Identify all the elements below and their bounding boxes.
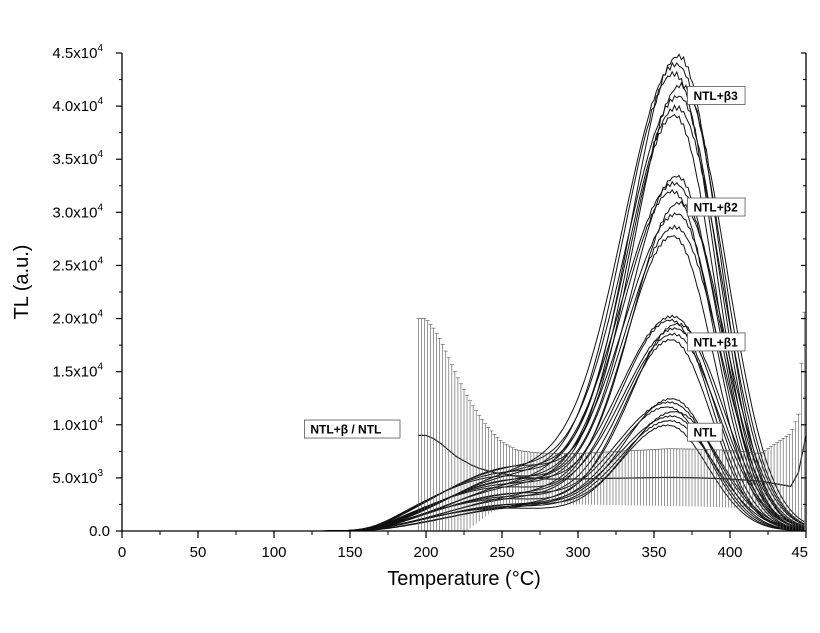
annotation-label: NTL+β1 [693, 335, 738, 349]
y-tick-label: 3.5x104 [52, 149, 103, 168]
y-tick-label: 0.0 [89, 523, 110, 540]
annotation-box [687, 422, 723, 442]
x-tick-label: 300 [565, 544, 590, 561]
axes: 0 50 100 150 200 250 300 350 400 45 0.0 5.0x103 1.0x… [52, 43, 808, 561]
x-tick-label: 0 [118, 544, 126, 561]
annotation-label: NTL+β3 [693, 89, 738, 103]
y-tick-label: 1.0x104 [52, 415, 103, 434]
y-tick-label: 5.0x103 [52, 468, 103, 487]
glow-curve-ntl2-3 [289, 200, 805, 532]
x-tick-label: 150 [337, 544, 362, 561]
x-tick-label: 350 [641, 544, 666, 561]
glow-curves [289, 53, 807, 532]
x-tick-label: 50 [190, 544, 207, 561]
annotation-label: NTL [693, 426, 716, 440]
annotation-box [687, 86, 746, 105]
glow-curve-ntl3-1 [289, 104, 805, 532]
x-tick-label: 45 [791, 544, 808, 561]
annotation-label: NTL+β / NTL [310, 423, 381, 437]
ratio-curve-line [418, 434, 807, 488]
y-tick-label: 2.5x104 [52, 255, 103, 274]
x-tick-label: 250 [489, 544, 514, 561]
y-tick-label: 3.0x104 [52, 202, 103, 221]
annotation-box [687, 332, 746, 352]
annotation-label: NTL+β2 [693, 201, 738, 215]
glow-curve-ntl2-6 [289, 174, 805, 532]
x-tick-label: 200 [413, 544, 438, 561]
annotation-box [303, 419, 401, 439]
ratio-error-bars [416, 311, 807, 531]
y-tick-label: 2.0x104 [52, 309, 103, 328]
y-tick-label: 1.5x104 [52, 362, 103, 381]
x-tick-label: 400 [717, 544, 742, 561]
y-axis-title: TL (a.u.) [11, 245, 33, 320]
y-tick-label: 4.5x104 [52, 43, 103, 62]
x-axis-title: Temperature (°C) [387, 568, 541, 590]
y-tick-label: 4.0x104 [52, 96, 103, 115]
glow-curve-ntl3-6 [289, 53, 805, 532]
x-tick-label: 100 [261, 544, 286, 561]
annotations: NTL+β3 NTL+β2 NTL+β1 NTL NTL+β / NTL [303, 86, 746, 442]
glow-curve-ntl-6 [289, 398, 805, 532]
annotation-box [687, 197, 746, 217]
glow-curve-ntl3-3 [289, 81, 805, 532]
